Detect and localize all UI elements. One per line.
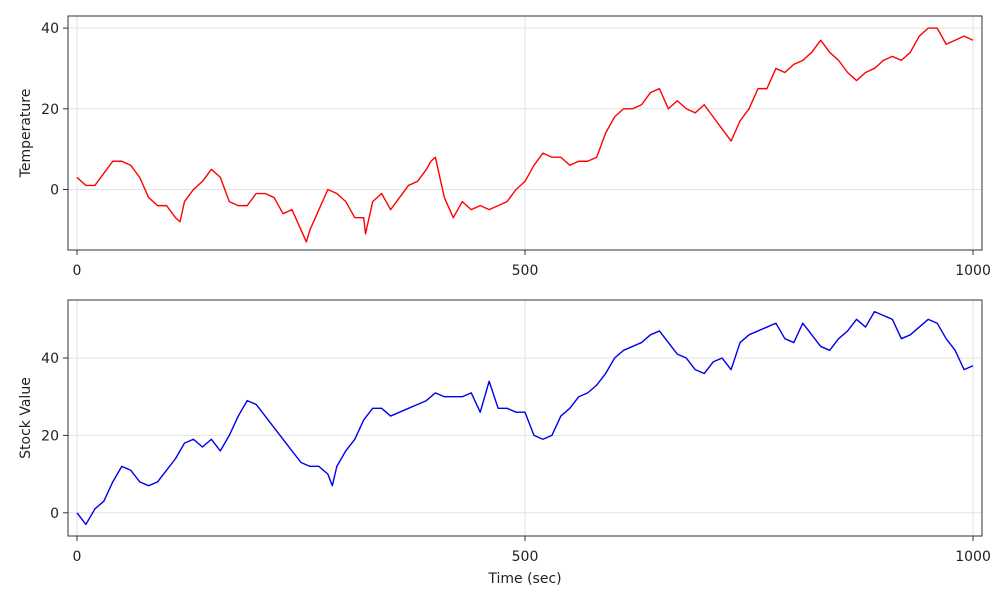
y-tick-label: 20 (41, 428, 59, 444)
y-tick-label: 20 (41, 102, 59, 118)
series-line (76, 27, 974, 243)
series-line (76, 310, 974, 526)
y-axis-label: Stock Value (18, 377, 34, 459)
y-tick-label: 0 (50, 506, 59, 522)
x-tick-label: 0 (72, 263, 81, 279)
y-tick-label: 40 (41, 21, 59, 37)
x-tick-label: 500 (512, 263, 539, 279)
x-tick-label: 500 (512, 549, 539, 565)
x-tick-label: 1000 (955, 549, 991, 565)
panel-2: 0 500 1000 0 20 40 Stock Value Time (sec) (18, 299, 991, 587)
y-axis-label: Temperature (18, 89, 34, 179)
panel-1: 0 500 1000 0 20 40 Temperature (18, 15, 991, 279)
y-tick-label: 0 (50, 182, 59, 198)
x-axis-label: Time (sec) (487, 571, 561, 587)
x-tick-label: 1000 (955, 263, 991, 279)
y-tick-label: 40 (41, 351, 59, 367)
x-tick-label: 0 (72, 549, 81, 565)
